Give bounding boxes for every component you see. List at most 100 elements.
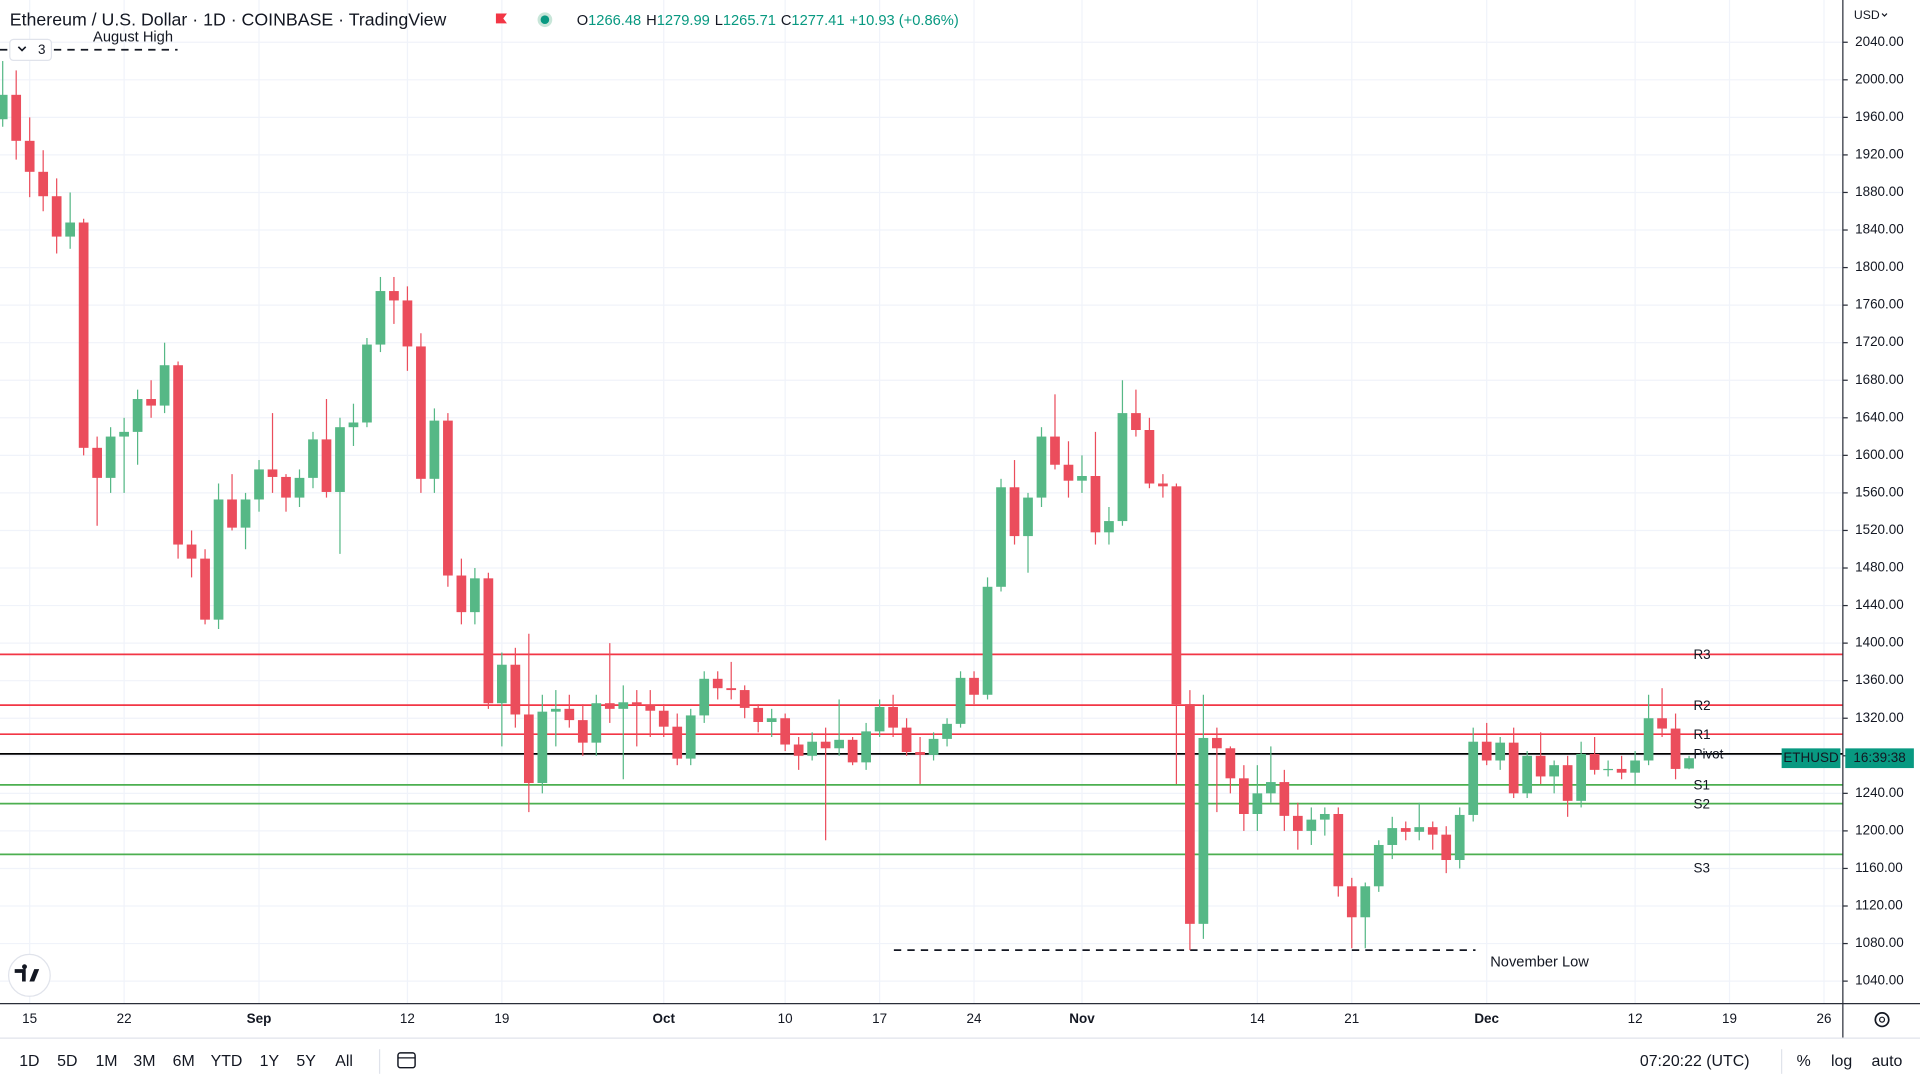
candle-body — [1158, 483, 1168, 487]
countdown-label: 16:39:38 — [1853, 750, 1905, 765]
candle-body — [969, 677, 979, 695]
candle-body — [685, 715, 696, 759]
x-tick-label: Sep — [247, 1011, 272, 1026]
ohlc-value: 1266.48 — [588, 13, 641, 29]
candle-body — [510, 664, 521, 715]
date-range-icon[interactable] — [397, 1052, 416, 1069]
candle-body — [1400, 828, 1411, 832]
ohlc-value: 1277.41 — [791, 13, 844, 29]
chevron-icon — [1881, 13, 1888, 17]
candle-body — [1239, 778, 1249, 814]
y-tick-label: 2040.00 — [1855, 34, 1904, 49]
candle-body — [362, 344, 372, 423]
candle-body — [92, 447, 102, 478]
candle-body — [0, 94, 8, 120]
legend-toggle[interactable] — [9, 38, 53, 61]
timeframe-button[interactable]: 1Y — [260, 1053, 280, 1070]
candle-body — [834, 739, 844, 749]
x-tick-label: 19 — [494, 1011, 509, 1026]
scale-option[interactable]: log — [1831, 1053, 1852, 1070]
currency-label[interactable]: USD — [1854, 8, 1880, 22]
pivot-level-label: Pivot — [1693, 747, 1723, 762]
candle-body — [227, 499, 237, 528]
ohlc-key: O — [577, 13, 588, 29]
candle-body — [699, 678, 710, 716]
x-tick-label: Oct — [653, 1011, 676, 1026]
y-tick-label: 1640.00 — [1855, 409, 1904, 424]
candle-body — [604, 703, 615, 709]
y-tick-label: 1400.00 — [1855, 635, 1904, 650]
candle-body — [658, 710, 669, 727]
candle-body — [820, 741, 831, 749]
timeframe-button[interactable]: 1D — [19, 1053, 39, 1070]
axes: 1040.00 1080.00 1120.00 1160.00 1200.00 1240.… — [22, 34, 1914, 1026]
candle-body — [335, 427, 345, 492]
plot-area: R3 R2 R1 Pivot S1 S2 S3 August High November Low — [0, 29, 1843, 970]
clock[interactable]: 07:20:22 (UTC) — [1640, 1053, 1750, 1070]
candle-body — [861, 731, 871, 763]
scale-option[interactable]: auto — [1871, 1053, 1902, 1070]
candle-body — [523, 714, 534, 784]
y-tick-label: 1720.00 — [1855, 334, 1904, 349]
timeframe-button[interactable]: 5Y — [296, 1053, 316, 1070]
candle-body — [38, 171, 49, 197]
candle-body — [1387, 828, 1398, 845]
candle-body — [132, 399, 143, 432]
timeframe-button[interactable]: All — [335, 1053, 353, 1070]
timeframe-button[interactable]: 1M — [95, 1053, 117, 1070]
candle-body — [321, 439, 332, 492]
x-tick-label: 12 — [400, 1011, 415, 1026]
settings-icon[interactable] — [1874, 1012, 1890, 1028]
y-tick-label: 1120.00 — [1855, 898, 1903, 913]
candle-body — [591, 703, 602, 743]
timeframe-button[interactable]: 3M — [133, 1053, 155, 1070]
candle-body — [24, 140, 35, 172]
timeframe-button[interactable]: 6M — [173, 1053, 195, 1070]
candle-body — [429, 420, 440, 479]
candle-body — [1562, 765, 1573, 801]
candle-body — [65, 222, 76, 237]
scale-option[interactable]: % — [1797, 1053, 1811, 1070]
candle-body — [1360, 886, 1371, 918]
symbol-label: ETHUSD — [1783, 750, 1839, 765]
logo-circle[interactable] — [7, 953, 51, 997]
candle-body — [78, 222, 89, 448]
candle-body — [1050, 436, 1060, 465]
candle-body — [901, 727, 912, 753]
candle-body — [294, 477, 305, 498]
candle-body — [1131, 413, 1141, 431]
y-tick-label: 1680.00 — [1855, 372, 1904, 387]
candle-body — [213, 499, 224, 620]
candle-body — [739, 690, 750, 708]
timeframe-button[interactable]: YTD — [211, 1053, 243, 1070]
pivot-level-label: R3 — [1693, 647, 1710, 662]
flag-icon[interactable] — [495, 13, 507, 24]
timeframe-button[interactable]: 5D — [57, 1053, 77, 1070]
candle-body — [1090, 476, 1101, 533]
y-tick-label: 1760.00 — [1855, 297, 1904, 312]
candle-body — [1373, 844, 1384, 887]
x-tick-label: 26 — [1816, 1011, 1831, 1026]
pivot-level-label: S1 — [1693, 778, 1709, 793]
candle-body — [712, 678, 723, 689]
candle-body — [888, 706, 898, 728]
candle-body — [1495, 742, 1506, 761]
y-tick-label: 1880.00 — [1855, 184, 1904, 199]
candle-body — [1643, 718, 1654, 761]
candle-body — [793, 744, 804, 756]
y-tick-label: 1920.00 — [1855, 146, 1904, 161]
candle-body — [1171, 486, 1182, 705]
y-tick-label: 1080.00 — [1855, 935, 1904, 950]
pivot-level-label: S3 — [1693, 861, 1709, 876]
ohlc-key: C — [781, 13, 792, 29]
candle-body — [753, 707, 764, 722]
x-tick-label: 22 — [117, 1011, 132, 1026]
candle-body — [1657, 718, 1667, 729]
y-tick-label: 1320.00 — [1855, 710, 1904, 725]
y-tick-label: 1840.00 — [1855, 222, 1904, 237]
candle-body — [254, 469, 264, 500]
candle-body — [1023, 497, 1033, 537]
candle-body — [577, 720, 588, 743]
candle-body — [443, 420, 453, 576]
